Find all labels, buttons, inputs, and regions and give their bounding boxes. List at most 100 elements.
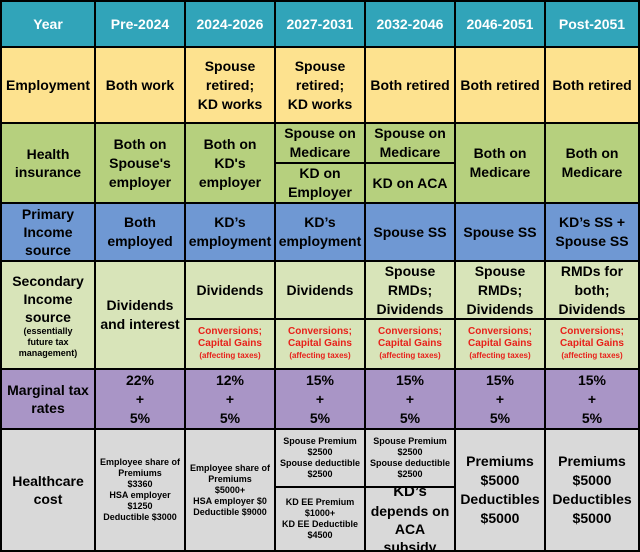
cell-text: 15%: [305, 371, 335, 388]
cell-text: retired;: [295, 76, 345, 93]
cell-text: Both retired: [552, 76, 632, 93]
row-label-text: Income: [23, 224, 73, 240]
header-year: Year: [2, 2, 94, 46]
cell-text: 15%: [577, 371, 607, 388]
conversions-text: Conversions;: [468, 326, 532, 337]
conversions-text: Capital Gains: [198, 338, 262, 349]
conversions-note: (affecting taxes): [379, 351, 441, 360]
cell-text: Dividends: [558, 300, 626, 317]
row-label-secondary-income: Secondary Income source (essentially fut…: [2, 262, 94, 368]
cell-text: KD on ACA: [372, 174, 448, 191]
header-col-post2051: Post-2051: [546, 2, 638, 46]
conversions-text: Capital Gains: [468, 338, 532, 349]
healthcare-cost-2032-spouse: Spouse Premium $2500 Spouse deductible $…: [366, 430, 454, 486]
header-col-2027: 2027-2031: [276, 2, 364, 46]
conversions-text: Conversions;: [378, 326, 442, 337]
header-col-2024: 2024-2026: [186, 2, 274, 46]
cell-text: KD EE Deductible: [281, 519, 358, 529]
header-col-2032: 2032-2046: [366, 2, 454, 46]
cell-text: Deductibles: [552, 491, 632, 507]
cell-text: 15%: [485, 371, 515, 388]
cell-text: +: [225, 390, 235, 407]
header-col-pre2024: Pre-2024: [96, 2, 184, 46]
cell-text: Spouse's: [109, 154, 171, 171]
secondary-income-2024-conversions: Conversions; Capital Gains (affecting ta…: [186, 320, 274, 368]
secondary-income-post2051-rmds: RMDs for both; Dividends: [546, 262, 638, 318]
header-col-label: 2046-2051: [466, 15, 534, 32]
primary-income-2046: Spouse SS: [456, 204, 544, 260]
marginal-tax-2024: 12% + 5%: [186, 370, 274, 428]
cell-text: Employee share of: [99, 457, 181, 467]
row-label-note: management): [18, 347, 78, 358]
secondary-income-2046-rmds: Spouse RMDs; Dividends: [456, 262, 544, 318]
row-label-text: Employment: [5, 77, 90, 93]
cell-text: +: [495, 390, 505, 407]
marginal-tax-2046: 15% + 5%: [456, 370, 544, 428]
secondary-income-2027-dividends: Dividends: [276, 262, 364, 318]
health-insurance-post2051: Both on Medicare: [546, 124, 638, 202]
employment-2024: Spouse retired; KD works: [186, 48, 274, 122]
cell-text: 5%: [489, 409, 511, 426]
cell-text: Spouse: [474, 262, 526, 279]
secondary-income-2024-dividends: Dividends: [186, 262, 274, 318]
cell-text: KD’s SS +: [558, 214, 625, 230]
employment-pre2024: Both work: [96, 48, 184, 122]
cell-text: 5%: [129, 409, 151, 426]
cell-text: KD on: [299, 165, 341, 181]
secondary-income-post2051-conversions: Conversions; Capital Gains (affecting ta…: [546, 320, 638, 368]
cell-text: $5000: [480, 510, 520, 526]
health-insurance-pre2024: Both on Spouse's employer: [96, 124, 184, 202]
cell-text: Medicare: [469, 164, 531, 180]
healthcare-cost-2027-spouse: Spouse Premium $2500 Spouse deductible $…: [276, 430, 364, 486]
cell-text: +: [587, 390, 597, 407]
marginal-tax-2027: 15% + 5%: [276, 370, 364, 428]
cell-text: RMDs;: [477, 281, 523, 298]
cell-text: $5000: [572, 472, 612, 488]
cell-text: depends on: [370, 503, 450, 519]
row-label-primary-income: Primary Income source: [2, 204, 94, 260]
cell-text: HSA employer $0: [193, 495, 267, 506]
cell-text: Spouse Premium: [283, 436, 357, 446]
conversions-note: (affecting taxes): [289, 351, 351, 360]
row-label-health-insurance: Health insurance: [2, 124, 94, 202]
cell-text: HSA employer $1250: [109, 490, 171, 511]
employment-2046: Both retired: [456, 48, 544, 122]
health-insurance-2024: Both on KD's employer: [186, 124, 274, 202]
cell-text: Dividends: [106, 297, 174, 313]
cell-text: employment: [278, 233, 362, 249]
cell-text: Dividends: [286, 281, 354, 298]
cell-text: RMDs for: [560, 262, 624, 279]
cell-text: Both work: [105, 76, 175, 93]
cell-text: Spouse SS: [373, 223, 447, 240]
row-label-note: (essentially: [23, 325, 73, 336]
healthcare-cost-2027-kd: KD EE Premium $1000+ KD EE Deductible $4…: [276, 488, 364, 550]
cell-text: +: [405, 390, 415, 407]
cell-text: $5000: [572, 510, 612, 526]
cell-text: $5000: [480, 472, 520, 488]
cell-text: Both on: [113, 135, 167, 152]
cell-text: retired;: [205, 76, 255, 93]
row-label-text: source: [25, 308, 71, 325]
cell-text: 5%: [581, 409, 603, 426]
row-label-text: Primary: [21, 206, 75, 222]
cell-text: Premiums: [118, 468, 162, 478]
primary-income-2032: Spouse SS: [366, 204, 454, 260]
conversions-text: Conversions;: [560, 326, 624, 337]
conversions-text: Conversions;: [288, 326, 352, 337]
cell-text: Spouse: [294, 57, 346, 74]
row-label-text: rates: [31, 400, 65, 416]
cell-text: Dividends: [196, 281, 264, 298]
cell-text: KD’s: [214, 214, 246, 230]
cell-text: Premiums: [558, 453, 626, 469]
health-insurance-2027-kd: KD on Employer: [276, 164, 364, 202]
conversions-text: Capital Gains: [378, 338, 442, 349]
cell-text: KD works: [197, 95, 263, 112]
row-label-text: source: [25, 242, 71, 258]
cell-text: +: [315, 390, 325, 407]
row-label-note: future tax: [27, 336, 69, 347]
cell-text: Both: [124, 214, 156, 230]
row-label-healthcare-cost: Healthcare cost: [2, 430, 94, 550]
cell-text: Spouse on: [374, 125, 446, 141]
header-year-label: Year: [33, 15, 63, 32]
